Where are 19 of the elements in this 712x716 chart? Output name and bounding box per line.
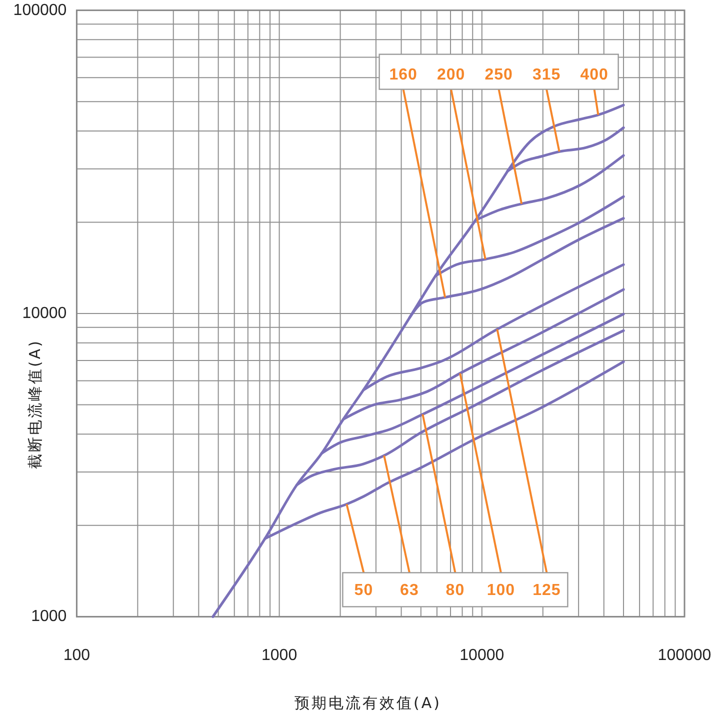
annotation: 160 — [389, 66, 418, 84]
y-axis-title: 截断电流峰值(A) — [26, 339, 44, 469]
y-tick-label: 1000 — [31, 608, 67, 626]
x-tick-label: 10000 — [460, 647, 504, 664]
annotation: 250 — [484, 66, 513, 84]
annotation: 315 — [532, 66, 561, 84]
x-tick-label: 100 — [63, 647, 90, 664]
annotation: 200 — [436, 66, 466, 84]
x-tick-label: 1000 — [262, 647, 298, 664]
x-tick-label: 100000 — [658, 647, 712, 664]
annotation: 63 — [400, 582, 419, 600]
y-tick-label: 100000 — [13, 2, 67, 19]
annotation: 100 — [486, 582, 516, 600]
annotation: 400 — [580, 66, 608, 84]
x-axis-title: 预期电流有效值(A) — [294, 694, 442, 712]
annotation: 50 — [354, 582, 374, 600]
annotation: 125 — [532, 582, 561, 600]
y-tick-label: 10000 — [22, 305, 67, 322]
annotation: 80 — [446, 582, 465, 600]
